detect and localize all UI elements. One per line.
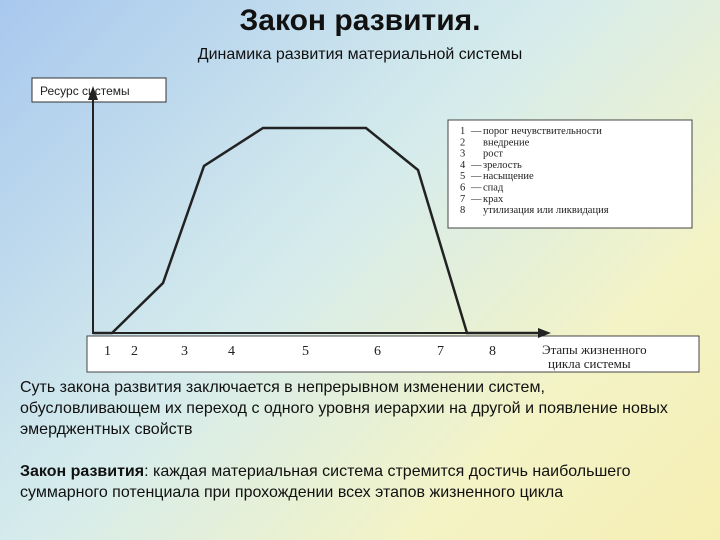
y-axis-arrow: [88, 86, 98, 100]
legend-text: крах: [483, 194, 504, 205]
y-axis-label: Ресурс системы: [40, 84, 130, 98]
law-term: Закон развития: [20, 463, 145, 480]
legend-number: 3: [460, 149, 465, 160]
legend-number: 1: [460, 126, 465, 137]
stage-number: 1: [104, 344, 111, 359]
legend-number: 4: [460, 160, 466, 171]
legend-text: насыщение: [483, 171, 534, 182]
legend-dash: —: [470, 160, 482, 171]
legend-number: 8: [460, 205, 465, 216]
stage-number: 5: [302, 344, 309, 359]
stage-number: 4: [228, 344, 235, 359]
x-axis-label-line2: цикла системы: [548, 356, 631, 371]
x-axis-panel: [86, 335, 700, 373]
legend-text: внедрение: [483, 137, 530, 148]
life-cycle-diagram: Ресурс системы 1— порог нечувствительност…: [31, 77, 700, 373]
legend-dash: —: [470, 171, 482, 182]
paragraph-essence: Суть закона развития заключается в непре…: [20, 379, 668, 438]
legend-number: 6: [460, 183, 465, 194]
legend-dash: —: [470, 126, 482, 137]
legend-text: зрелость: [483, 160, 522, 171]
x-axis-arrow: [538, 328, 551, 338]
law-definition: : каждая материальная система стремится …: [20, 463, 631, 501]
slide-subtitle: Динамика развития материальной системы: [197, 46, 523, 63]
x-axis-label-line1: Этапы жизненного: [542, 342, 647, 357]
legend-dash: —: [470, 183, 482, 194]
stage-number: 6: [374, 344, 381, 359]
legend-dash: —: [470, 194, 482, 205]
stage-number: 2: [131, 344, 138, 359]
life-cycle-curve: [93, 126, 540, 335]
stage-number: 3: [181, 344, 188, 359]
legend-number: 7: [460, 194, 465, 205]
legend-text: рост: [483, 149, 503, 160]
stage-number: 7: [437, 344, 444, 359]
paragraph-law: Закон развития: каждая материальная сист…: [20, 461, 680, 503]
legend-box: [447, 119, 693, 229]
stage-numbers: 1 2 3 4 5 6 7 8: [104, 344, 496, 359]
slide-title: Закон развития.: [239, 4, 481, 37]
legend-text: спад: [483, 183, 504, 194]
legend-text: порог нечувствительности: [483, 126, 602, 137]
stage-number: 8: [489, 344, 496, 359]
legend-text: утилизация или ликвидация: [483, 205, 609, 216]
legend-number: 2: [460, 137, 465, 148]
ylabel-box: [31, 77, 167, 103]
legend-number: 5: [460, 171, 465, 182]
